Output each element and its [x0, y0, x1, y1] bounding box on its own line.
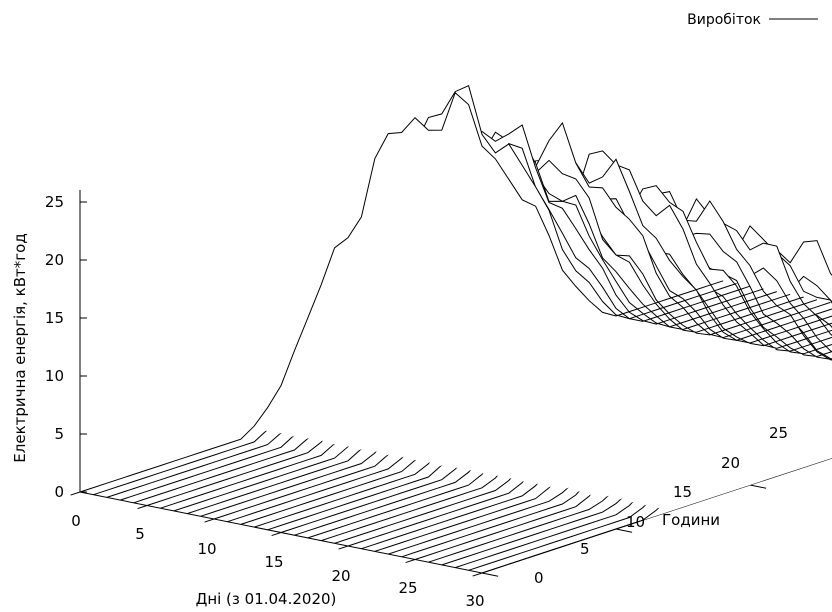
z-tick-label: 10 [45, 367, 64, 385]
legend: Виробіток [687, 12, 818, 28]
y-axis-title: Години [662, 511, 720, 529]
x-tick-label: 30 [465, 592, 484, 610]
x-tick-mark [472, 572, 483, 577]
z-tick-label: 25 [45, 193, 64, 211]
x-axis-title: Дні (з 01.04.2020) [196, 590, 337, 608]
surface-line-day [79, 91, 724, 493]
y-tick-label: 5 [580, 540, 590, 558]
y-tick-label: 15 [673, 483, 692, 501]
x-tick-label: 10 [197, 540, 216, 558]
x-tick-mark [137, 505, 148, 510]
surface-line-day [213, 158, 832, 520]
x-tick-mark [70, 491, 81, 496]
x-tick-label: 20 [331, 567, 350, 585]
surface-curves [79, 85, 832, 574]
z-tick-label: 5 [54, 425, 64, 443]
x-tick-label: 25 [398, 579, 417, 597]
x-tick-mark [405, 559, 416, 564]
y-tick-mark [481, 572, 499, 577]
x-tick-label: 15 [264, 553, 283, 571]
x-tick-label: 5 [135, 525, 145, 543]
z-axis-title: Електрична енергія, кВт*год [11, 233, 29, 462]
z-tick-label: 15 [45, 309, 64, 327]
y-tick-mark [749, 484, 767, 489]
z-tick-label: 20 [45, 251, 64, 269]
y-tick-label: 25 [769, 424, 788, 442]
y-tick-mark [615, 528, 633, 533]
surface-fill-day [80, 92, 724, 492]
z-tick-label: 0 [54, 483, 64, 501]
x-tick-mark [204, 518, 215, 523]
x-tick-mark [271, 532, 282, 537]
x-tick-label: 0 [71, 512, 81, 530]
legend-label: Виробіток [687, 12, 761, 28]
y-tick-label: 0 [534, 569, 544, 587]
y-tick-label: 10 [626, 513, 645, 531]
x-tick-mark [338, 545, 349, 550]
y-tick-label: 20 [721, 454, 740, 472]
